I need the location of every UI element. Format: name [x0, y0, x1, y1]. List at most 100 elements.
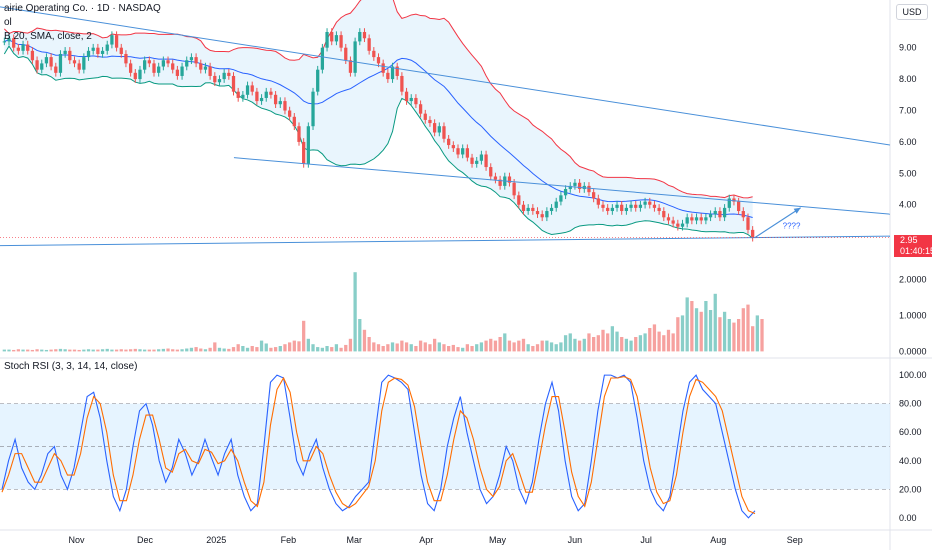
volume-bar [708, 310, 713, 352]
candle-body [666, 217, 671, 221]
candle-body [601, 204, 605, 208]
volume-bar [114, 349, 119, 352]
volume-bar [741, 308, 745, 352]
candle-body [554, 201, 558, 208]
volume-bar [157, 349, 161, 352]
candle-body [147, 60, 151, 64]
volume-bar [554, 344, 558, 352]
volume-bar [306, 338, 310, 352]
candle-body [493, 176, 498, 180]
candle-body [245, 85, 250, 95]
volume-bar [269, 347, 273, 352]
candle-body [114, 35, 119, 48]
volume-bar [49, 349, 53, 352]
candle-body [465, 148, 470, 158]
candle-body [269, 91, 273, 95]
volume-bar [199, 348, 203, 352]
volume-bar [582, 338, 586, 352]
volume-bar [409, 344, 413, 352]
stoch-rsi-label[interactable]: Stoch RSI (3, 3, 14, 14, close) [4, 361, 138, 372]
bollinger-indicator-label[interactable]: B 20, SMA, close, 2 [4, 31, 92, 42]
candle-body [456, 148, 460, 155]
volume-bar [82, 349, 86, 352]
candle-body [409, 97, 413, 102]
candle-body [418, 104, 423, 114]
candle-body [479, 154, 484, 161]
volume-bar [26, 349, 30, 352]
last-price: 2.95 [900, 235, 918, 245]
candle-body [549, 207, 554, 212]
volume-bar [320, 347, 325, 352]
volume-bar [273, 347, 278, 352]
candle-body [185, 60, 189, 67]
candle-body [7, 38, 11, 42]
candle-body [526, 207, 530, 212]
volume-bar [171, 349, 175, 352]
candle-body [699, 217, 703, 221]
volume-bar [414, 346, 418, 352]
candle-body [638, 204, 643, 208]
volume-bar [348, 338, 353, 352]
candle-body [652, 204, 657, 208]
trendline-1 [233, 157, 891, 215]
volume-bar [722, 311, 727, 352]
candle-body [489, 167, 493, 177]
candle-body [727, 198, 731, 208]
volume-bar [91, 349, 95, 352]
volume-bar [694, 308, 699, 352]
candle-body [606, 207, 610, 212]
volume-bar [545, 340, 549, 352]
candle-body [180, 66, 184, 76]
price-tick-label: 9.00 [899, 43, 917, 53]
stoch-tick-label: 80.00 [899, 399, 922, 409]
volume-bar [400, 340, 404, 352]
candle-body [662, 211, 666, 218]
volume-bar [503, 333, 507, 352]
volume-bar [666, 329, 671, 352]
chart-header: airie Operating Co. · 1D · NASDAQ ol B 2… [4, 2, 161, 44]
candle-body [648, 201, 652, 205]
volume-bar [568, 333, 572, 352]
candle-body [676, 223, 680, 227]
volume-bar [362, 329, 367, 352]
volume-bar [601, 329, 605, 352]
currency-selector[interactable]: USD [896, 4, 928, 20]
volume-bar [194, 347, 198, 352]
candle-body [344, 47, 348, 61]
candle-body [629, 204, 633, 208]
candle-body [746, 217, 750, 230]
candle-body [517, 195, 521, 205]
volume-bar [143, 349, 147, 352]
symbol-title[interactable]: airie Operating Co. · 1D · NASDAQ [4, 3, 161, 14]
candle-body [63, 50, 67, 54]
volume-tick-label: 0.0000 [899, 346, 927, 356]
candle-body [231, 75, 236, 92]
volume-bar [255, 347, 259, 352]
volume-bar [592, 337, 596, 352]
candle-body [91, 47, 95, 51]
candle-body [77, 63, 81, 70]
price-tick-label: 4.00 [899, 200, 917, 210]
volume-bar [152, 349, 156, 352]
volume-bar [231, 347, 236, 352]
candle-body [100, 50, 105, 54]
candle-body [35, 60, 39, 70]
volume-bar [624, 338, 629, 352]
candle-body [362, 31, 367, 39]
volume-bar [643, 333, 647, 352]
bollinger-basis [4, 39, 753, 219]
volume-bar [35, 349, 39, 352]
candle-body [475, 160, 479, 164]
volume-indicator-label[interactable]: ol [4, 17, 12, 28]
candle-body [685, 217, 689, 224]
candle-body [507, 176, 512, 183]
stoch-k-line [1, 374, 756, 519]
volume-bar [147, 349, 151, 352]
volume-bar [376, 344, 381, 352]
volume-bar [124, 349, 128, 352]
volume-bar [283, 344, 287, 352]
candle-body [199, 63, 203, 70]
candle-body [736, 201, 741, 212]
volume-bar [563, 335, 568, 352]
volume-bar [7, 349, 11, 352]
